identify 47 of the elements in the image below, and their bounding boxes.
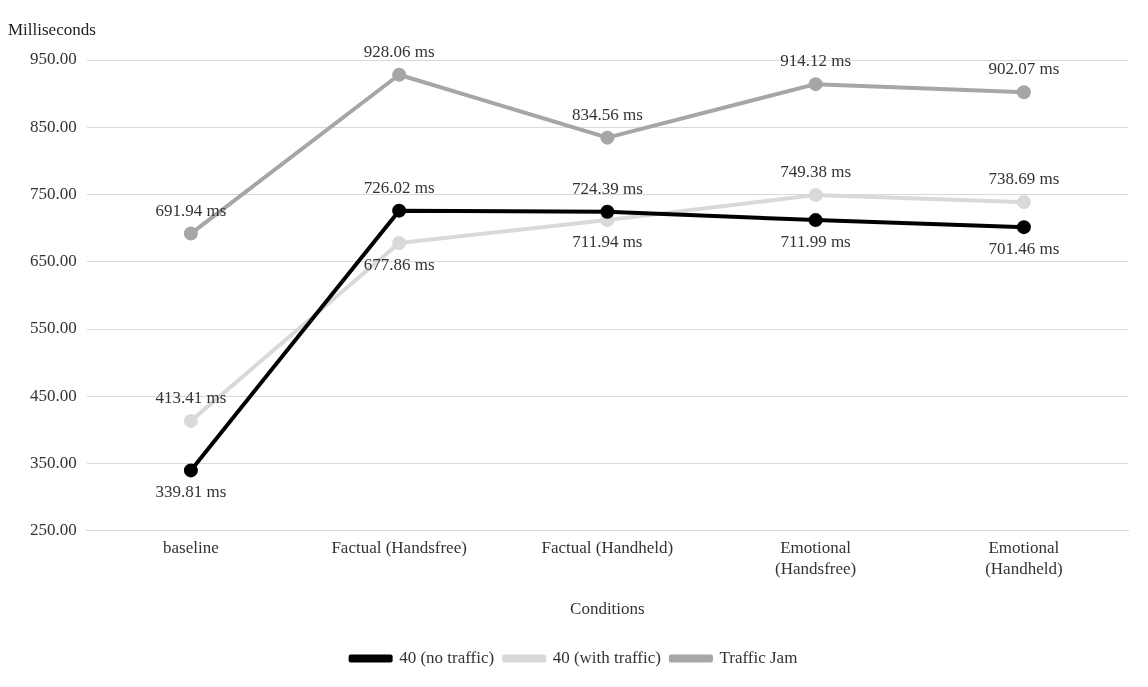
- data-label: 914.12 ms: [780, 51, 852, 71]
- y-tick-label: 250.00: [30, 520, 77, 540]
- point: [183, 226, 198, 241]
- x-tick-label: Factual (Handsfree): [331, 538, 467, 558]
- data-label: 726.02 ms: [363, 177, 435, 197]
- y-tick-label: 850.00: [30, 116, 77, 136]
- y-tick-label: 750.00: [30, 183, 77, 203]
- y-tick-label: 650.00: [30, 251, 77, 271]
- point: [600, 204, 615, 219]
- point: [392, 236, 407, 251]
- point: [392, 203, 407, 218]
- legend-label: Traffic Jam: [719, 647, 798, 667]
- point: [1016, 220, 1031, 235]
- point: [392, 67, 407, 82]
- data-label: 834.56 ms: [571, 104, 643, 124]
- point: [808, 213, 823, 228]
- y-tick-label: 450.00: [30, 385, 77, 405]
- x-axis-title: Conditions: [570, 599, 645, 619]
- data-label: 902.07 ms: [988, 59, 1060, 79]
- data-label: 339.81 ms: [155, 482, 227, 502]
- data-label: 724.39 ms: [571, 178, 643, 198]
- data-label: 413.41 ms: [155, 387, 227, 407]
- x-tick-label: Emotional (Handsfree): [775, 538, 857, 578]
- point: [808, 187, 823, 202]
- data-label: 928.06 ms: [363, 41, 435, 61]
- x-tick-label: Factual (Handheld): [541, 538, 674, 558]
- point: [183, 463, 198, 478]
- point: [1016, 195, 1031, 210]
- point: [808, 77, 823, 92]
- point: [1016, 85, 1031, 100]
- point: [600, 130, 615, 145]
- data-label: 711.94 ms: [572, 232, 643, 252]
- x-tick-label: Emotional (Handheld): [985, 538, 1063, 578]
- y-tick-label: 350.00: [30, 453, 77, 473]
- legend-label: 40 (no traffic): [399, 647, 495, 667]
- y-axis-title: Milliseconds: [8, 20, 96, 40]
- data-label: 691.94 ms: [155, 200, 227, 220]
- legend-label: 40 (with traffic): [552, 647, 661, 667]
- data-label: 701.46 ms: [988, 239, 1060, 259]
- data-label: 749.38 ms: [780, 161, 852, 181]
- x-tick-label: baseline: [163, 538, 219, 558]
- data-label: 711.99 ms: [780, 232, 851, 252]
- y-tick-label: 950.00: [30, 49, 77, 69]
- point: [183, 413, 198, 428]
- data-label: 738.69 ms: [988, 169, 1060, 189]
- data-label: 677.86 ms: [363, 255, 435, 274]
- y-tick-label: 550.00: [30, 318, 77, 338]
